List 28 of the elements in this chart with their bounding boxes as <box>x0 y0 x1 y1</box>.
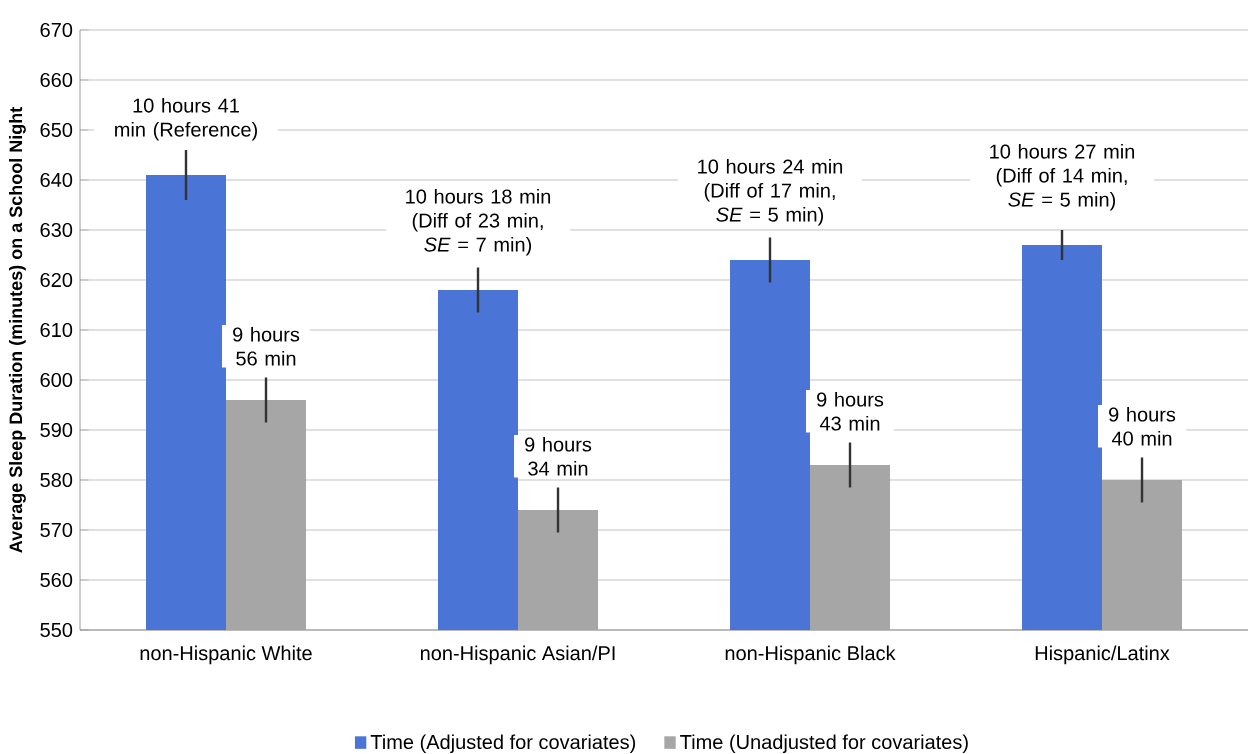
y-tick-label: 640 <box>40 172 73 188</box>
annotation: 10 hours 24 min (Diff of 17 min, SE = 5 min) <box>698 158 843 226</box>
y-tick-label: 590 <box>40 422 73 438</box>
annotation: 10 hours 27 min (Diff of 14 min, SE = 5 min) <box>990 143 1135 211</box>
annotation: 9 hours 43 min <box>817 391 884 431</box>
x-tick-label: non-Hispanic Black <box>725 645 896 665</box>
y-axis-title: Average Sleep Duration (minutes) on a School Night <box>8 107 26 553</box>
y-tick-label: 570 <box>40 522 73 538</box>
y-tick-label: 630 <box>40 222 73 238</box>
x-tick-label: non-Hispanic Asian/PI <box>420 645 615 665</box>
y-tick-label: 650 <box>40 122 73 138</box>
y-tick-label: 550 <box>40 622 73 638</box>
y-tick-label: 620 <box>40 272 73 288</box>
annotation: 10 hours 18 min (Diff of 23 min, SE = 7 min) <box>406 188 551 256</box>
y-tick-label: 670 <box>40 22 73 38</box>
y-tick-label: 580 <box>40 472 73 488</box>
x-tick-label: non-Hispanic White <box>140 645 312 665</box>
annotation: 9 hours 34 min <box>525 436 592 476</box>
y-tick-label: 660 <box>40 72 73 88</box>
y-tick-label: 600 <box>40 372 73 388</box>
legend-label: Time (Adjusted for covariates) <box>370 734 636 754</box>
y-tick-label: 560 <box>40 572 73 588</box>
x-tick-label: Hispanic/Latinx <box>1035 645 1170 665</box>
annotation: 9 hours 56 min <box>233 326 300 366</box>
legend-label: Time (Unadjusted for covariates) <box>680 734 968 754</box>
annotation: 10 hours 41 min (Reference) <box>115 97 257 141</box>
y-tick-label: 610 <box>40 322 73 338</box>
annotation: 9 hours 40 min <box>1109 406 1176 446</box>
